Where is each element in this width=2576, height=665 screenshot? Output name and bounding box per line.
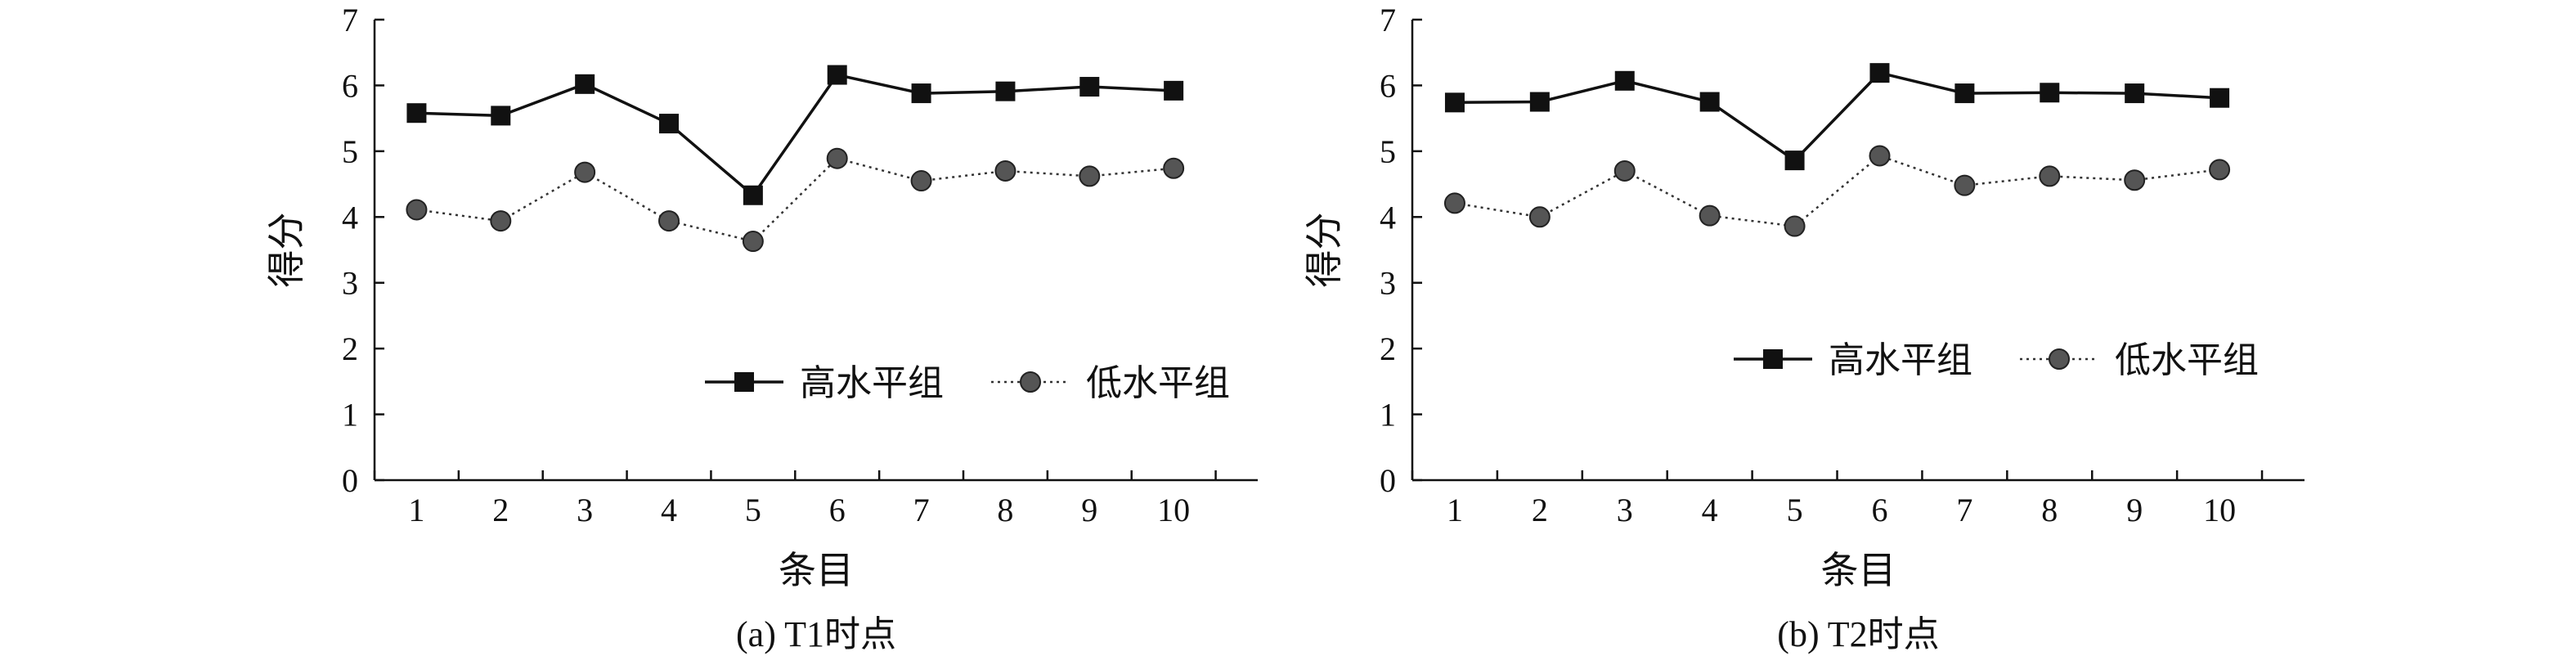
data-point-square [1699,92,1720,112]
data-point-square [1954,83,1975,104]
data-point-square [575,74,595,94]
x-tick-label: 3 [1617,492,1633,528]
data-point-square [491,106,511,126]
data-point-circle [2039,165,2061,187]
y-tick-label: 4 [342,199,358,236]
data-point-square [2040,83,2060,103]
x-tick-label: 4 [661,492,677,528]
series-line-high [416,73,1174,198]
y-tick-label: 0 [342,462,358,499]
data-point-circle [910,170,932,192]
x-tick-label: 9 [2126,492,2143,528]
x-tick-label: 3 [577,492,593,528]
x-tick-label: 10 [2203,492,2236,528]
data-point-square [743,185,763,205]
y-tick-label: 5 [342,133,358,170]
x-tick-label: 9 [1081,492,1097,528]
data-point-square [995,81,1016,101]
x-tick-label: 4 [1702,492,1718,528]
data-point-square [911,83,931,104]
y-tick-label: 6 [1380,67,1396,104]
chart-panel-a: 0 1 2 3 4 5 6 7 1 2 3 4 5 6 7 8 9 10 条目 得分 (a) T1时点 高水平组 低水平组 [266,2,1258,654]
legend-label-high: 高水平组 [1829,340,1972,380]
y-tick-label: 4 [1380,199,1396,236]
y-tick-label: 2 [1380,330,1396,367]
data-point-circle [1613,160,1636,182]
legend-marker-square [734,372,754,392]
data-point-circle [406,199,428,221]
legend-label-high: 高水平组 [800,363,944,403]
x-tick-label: 1 [408,492,424,528]
data-point-square [1444,92,1465,113]
x-tick-label: 2 [492,492,509,528]
y-tick-label: 3 [1380,265,1396,302]
x-tick-label: 1 [1447,492,1463,528]
data-point-square [1079,77,1100,97]
x-tick-label: 2 [1532,492,1548,528]
x-tick-label: 8 [2041,492,2058,528]
data-point-square [1164,80,1184,101]
legend: 高水平组 低水平组 [705,363,1230,403]
legend-marker-circle [2049,348,2070,370]
x-axis-title: 条目 [1821,550,1896,591]
x-axis-title: 条目 [779,550,854,591]
series-line-high [1454,71,2220,163]
data-point-circle [1079,165,1101,187]
y-tick-label: 5 [1380,133,1396,170]
x-tick-label: 7 [1956,492,1972,528]
data-point-circle [1443,192,1465,214]
chart-caption: (b) T2时点 [1777,614,1939,654]
x-tick-label: 5 [1787,492,1803,528]
data-point-circle [826,147,848,169]
data-point-circle [1954,174,1976,196]
y-tick-label: 0 [1380,462,1396,499]
data-point-circle [2209,159,2231,181]
data-point-square [659,114,679,134]
x-tick-label: 8 [997,492,1013,528]
x-tick-label: 7 [913,492,930,528]
data-point-circle [2124,169,2146,191]
x-tick-label: 6 [1871,492,1887,528]
data-point-circle [1528,206,1551,228]
legend: 高水平组 低水平组 [1734,340,2259,380]
data-point-square [827,65,847,85]
data-point-square [1784,151,1805,171]
data-point-circle [1163,157,1185,179]
y-tick-label: 1 [1380,397,1396,434]
data-point-circle [490,210,512,232]
x-tick-label: 10 [1157,492,1190,528]
data-point-square [1529,92,1550,112]
data-point-circle [1784,215,1806,237]
series-line-low [1454,155,2220,227]
chart-caption: (a) T1时点 [736,614,896,654]
legend-marker-circle [1020,371,1041,393]
y-tick-label: 7 [342,2,358,38]
legend-marker-square [1763,349,1783,369]
data-point-circle [742,231,764,253]
data-point-circle [994,160,1016,182]
data-point-square [2125,83,2145,104]
y-tick-label: 1 [342,397,358,434]
y-axis-title: 得分 [266,213,307,288]
y-tick-label: 7 [1380,2,1396,38]
x-tick-label: 6 [829,492,846,528]
data-point-circle [1869,145,1891,167]
legend-label-low: 低水平组 [1086,363,1230,403]
x-tick-label: 5 [745,492,761,528]
y-tick-label: 6 [342,67,358,104]
y-tick-label: 2 [342,330,358,367]
data-point-circle [1699,204,1721,227]
series-line-low [416,157,1174,243]
data-point-square [1614,70,1635,91]
chart-panel-b: 0 1 2 3 4 5 6 7 1 2 3 4 5 6 7 8 9 10 条目 得分 (b) T2时点 高水平组 低水平组 [1304,2,2304,654]
data-point-square [2210,88,2230,108]
legend-label-low: 低水平组 [2115,340,2259,380]
data-point-circle [574,161,596,183]
y-axis-title: 得分 [1304,213,1345,288]
data-point-circle [658,210,680,232]
data-point-square [406,103,427,124]
data-point-square [1869,63,1890,83]
y-tick-label: 3 [342,265,358,302]
